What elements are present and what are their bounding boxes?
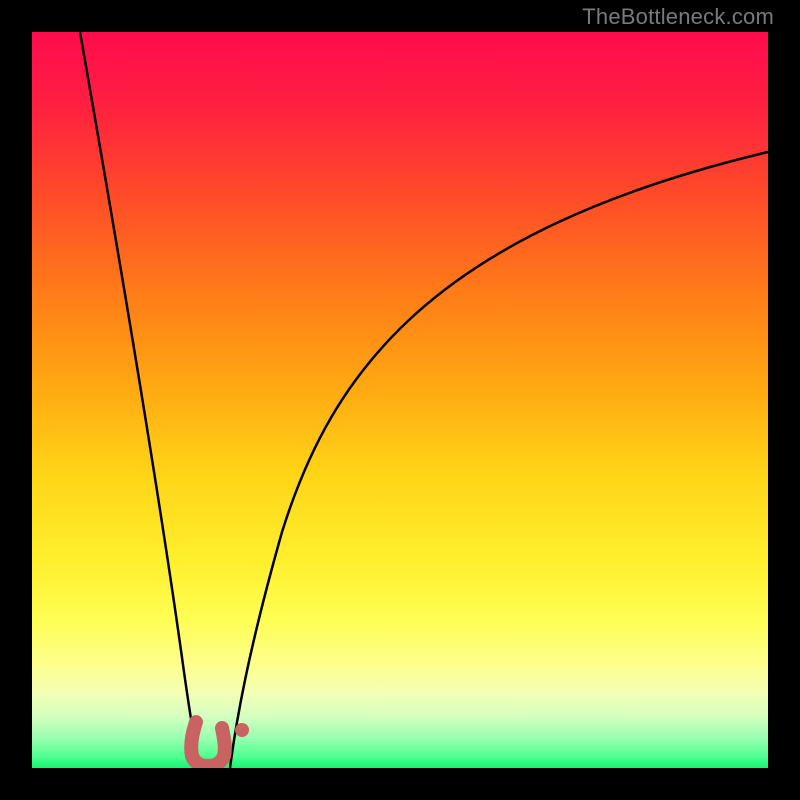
watermark-text: TheBottleneck.com [582, 4, 774, 30]
plot-area [32, 32, 768, 768]
trough-dot [235, 723, 249, 737]
left-bottleneck-curve [80, 32, 202, 768]
right-bottleneck-curve [230, 152, 768, 768]
chart-frame: { "canvas": { "width": 800, "height": 80… [0, 0, 800, 800]
curves-layer [32, 32, 768, 768]
trough-marker [191, 722, 225, 766]
